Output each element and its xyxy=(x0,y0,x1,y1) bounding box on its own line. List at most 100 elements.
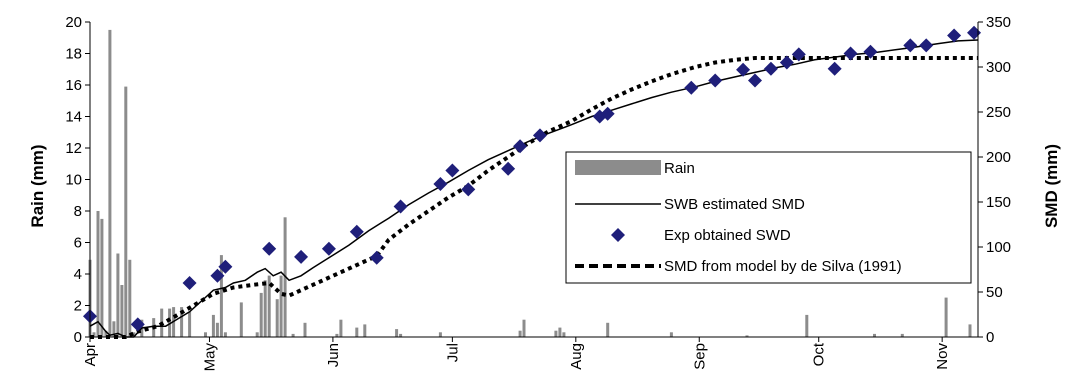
left-tick-label: 8 xyxy=(74,203,82,220)
rain-bar xyxy=(558,327,562,337)
left-tick-label: 6 xyxy=(74,235,82,252)
left-tick-label: 16 xyxy=(65,77,82,94)
rain-bar xyxy=(124,86,128,337)
exp-point xyxy=(708,73,723,88)
exp-point xyxy=(967,25,982,40)
exp-point xyxy=(684,80,699,95)
exp-point xyxy=(461,182,476,197)
exp-point xyxy=(600,106,615,121)
rain-bar xyxy=(108,29,112,338)
rain-bar xyxy=(745,335,749,337)
x-tick-label: Aug xyxy=(568,343,585,370)
rain-bar xyxy=(279,275,283,337)
left-tick-label: 0 xyxy=(74,329,82,346)
left-tick-label: 2 xyxy=(74,298,82,315)
exp-point xyxy=(393,199,408,214)
exp-point xyxy=(947,28,962,43)
right-tick-label: 0 xyxy=(986,329,994,346)
rain-bar xyxy=(219,255,223,337)
x-tick-label: Sep xyxy=(691,343,708,370)
rain-bar xyxy=(339,319,343,337)
left-tick-label: 10 xyxy=(65,172,82,189)
exp-point xyxy=(349,224,364,239)
exp-point xyxy=(843,46,858,61)
rain-bars xyxy=(88,29,972,338)
rain-bar xyxy=(395,329,399,337)
x-tick-label: Apr xyxy=(82,343,99,366)
rain-bar xyxy=(968,324,972,337)
rain-bar xyxy=(116,253,120,337)
rain-bar xyxy=(211,314,215,337)
rain-bar xyxy=(112,321,116,338)
x-tick-label: Nov xyxy=(934,343,951,370)
rain-bar xyxy=(900,333,904,337)
legend-swb-label: SWB estimated SMD xyxy=(664,196,805,213)
rain-bar xyxy=(128,259,132,337)
exp-point xyxy=(736,62,751,77)
rain-bar xyxy=(100,218,104,337)
left-tick-label: 18 xyxy=(65,46,82,63)
rain-bar xyxy=(669,332,673,337)
rain-bar xyxy=(606,322,610,337)
exp-point xyxy=(763,61,778,76)
exp-point xyxy=(748,73,763,88)
right-tick-label: 100 xyxy=(986,239,1011,256)
exp-points xyxy=(83,25,982,332)
right-axis-title: SMD (mm) xyxy=(1042,144,1061,228)
legend: Rain SWB estimated SMD Exp obtained SWD … xyxy=(565,151,972,284)
exp-point xyxy=(433,177,448,191)
rain-bar xyxy=(399,333,403,337)
exp-point xyxy=(501,161,516,176)
exp-point xyxy=(513,139,528,154)
right-tick-label: 350 xyxy=(986,14,1011,31)
x-tick-label: Jun xyxy=(325,343,342,367)
exp-point xyxy=(791,47,806,62)
legend-desilva-label: SMD from model by de Silva (1991) xyxy=(664,258,902,275)
rain-bar xyxy=(438,332,442,337)
x-axis-ticks: Apr May Jun Jul Aug Sep Oct Nov xyxy=(82,337,951,371)
rain-bar xyxy=(944,297,948,337)
left-tick-label: 20 xyxy=(65,14,82,31)
rain-bar xyxy=(263,280,267,337)
left-axis-title: Rain (mm) xyxy=(28,144,47,227)
rain-bar xyxy=(120,285,124,337)
exp-point xyxy=(445,163,460,178)
exp-point xyxy=(182,276,197,290)
x-tick-label: May xyxy=(202,343,219,372)
rain-bar xyxy=(168,308,172,337)
rain-bar xyxy=(518,330,522,337)
rain-bar xyxy=(180,307,184,337)
left-tick-label: 14 xyxy=(65,109,82,126)
rain-bar xyxy=(355,327,359,337)
exp-point xyxy=(294,249,309,264)
right-tick-label: 200 xyxy=(986,149,1011,166)
left-tick-label: 4 xyxy=(74,266,82,283)
exp-point xyxy=(369,250,384,265)
exp-point xyxy=(863,44,878,59)
right-axis-ticks: 0 50 100 150 200 250 300 350 xyxy=(978,14,1011,346)
exp-point xyxy=(919,38,934,53)
rain-bar xyxy=(104,330,108,337)
exp-point xyxy=(532,128,547,143)
legend-rain-swatch xyxy=(575,160,661,175)
rain-bar xyxy=(554,330,558,337)
exp-point xyxy=(130,317,145,332)
legend-rain-label: Rain xyxy=(664,160,695,177)
rain-bar xyxy=(363,324,367,337)
rain-bar xyxy=(92,332,96,337)
rain-bar xyxy=(303,322,307,337)
rain-bar xyxy=(275,299,279,337)
right-tick-label: 300 xyxy=(986,59,1011,76)
x-tick-label: Oct xyxy=(811,342,828,366)
rain-bar xyxy=(259,292,263,337)
rain-bar xyxy=(96,211,100,337)
rain-bar xyxy=(291,333,295,337)
right-tick-label: 50 xyxy=(986,284,1003,301)
rain-bar xyxy=(215,322,219,337)
rain-bar xyxy=(132,332,136,337)
left-tick-label: 12 xyxy=(65,140,82,157)
rain-bar xyxy=(335,333,339,337)
left-axis-ticks: 0 2 4 6 8 10 12 14 16 18 20 xyxy=(65,14,90,346)
exp-point xyxy=(321,241,336,256)
